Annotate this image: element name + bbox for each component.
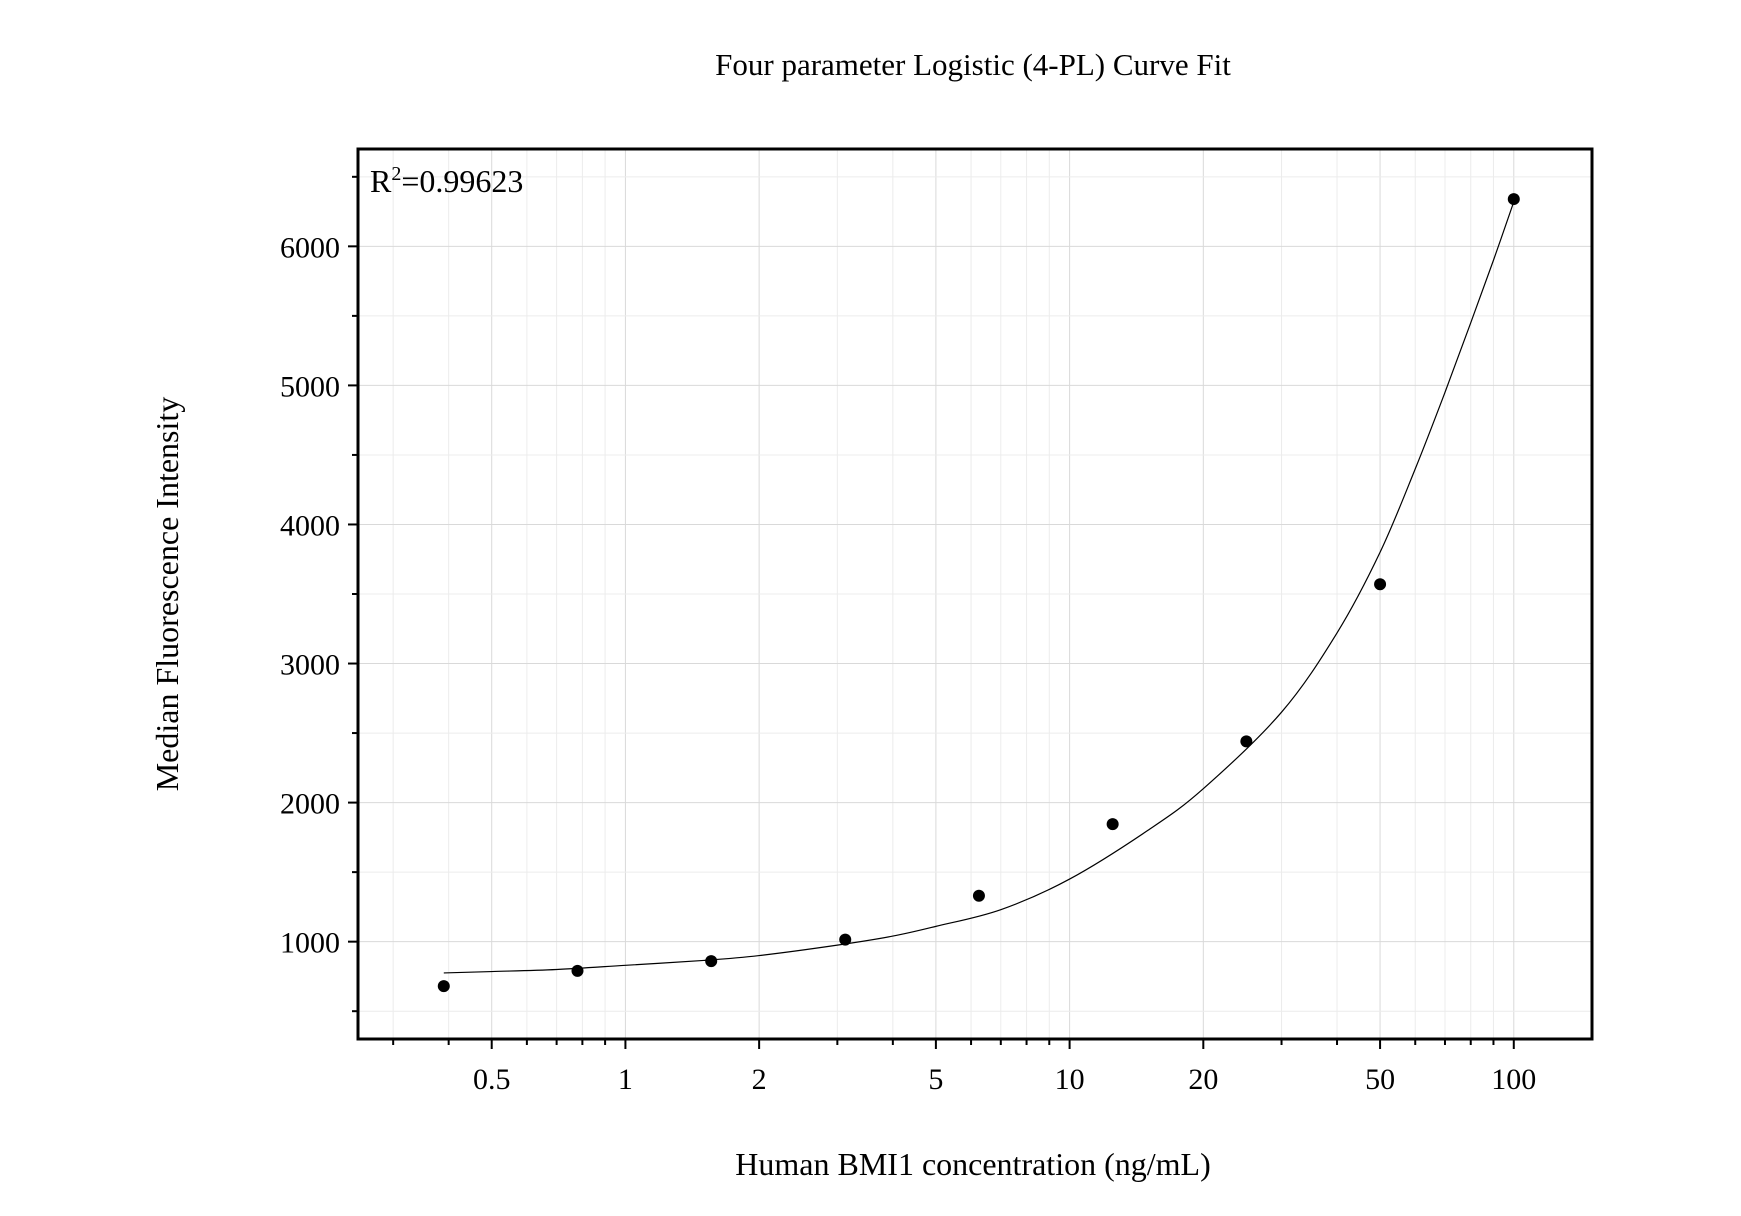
y-axis-label: Median Fluorescence Intensity bbox=[149, 397, 185, 792]
x-tick-label: 100 bbox=[1491, 1063, 1536, 1096]
data-point bbox=[972, 889, 985, 902]
data-point bbox=[571, 964, 584, 977]
plot-area-frame bbox=[356, 147, 1594, 1041]
data-point bbox=[1240, 735, 1253, 748]
axis-ticks: 0.5 1 2 5 10 20 50 100 1000 2000 3000 4000 5000 6000 bbox=[280, 175, 1536, 1096]
data-point bbox=[1374, 578, 1387, 591]
data-point bbox=[1106, 818, 1119, 831]
x-tick-label: 1 bbox=[618, 1063, 633, 1096]
r-squared-base: R bbox=[370, 163, 392, 199]
y-tick-label: 1000 bbox=[280, 927, 340, 960]
x-axis-label: Human BMI1 concentration (ng/mL) bbox=[735, 1146, 1210, 1182]
x-tick-label: 20 bbox=[1188, 1063, 1218, 1096]
x-tick-label: 5 bbox=[928, 1063, 943, 1096]
y-tick-label: 3000 bbox=[280, 649, 340, 682]
x-tick-label: 0.5 bbox=[473, 1063, 511, 1096]
x-tick-label: 2 bbox=[752, 1063, 767, 1096]
x-tick-label: 50 bbox=[1365, 1063, 1395, 1096]
data-point bbox=[839, 933, 852, 946]
r-squared-value: =0.99623 bbox=[401, 163, 523, 199]
grid bbox=[358, 149, 1592, 1039]
data-point bbox=[1507, 193, 1520, 206]
y-tick-label: 6000 bbox=[280, 231, 340, 264]
r-squared-annotation: R2=0.99623 bbox=[370, 163, 523, 199]
r-squared-superscript: 2 bbox=[391, 163, 401, 185]
chart-title: Four parameter Logistic (4-PL) Curve Fit bbox=[715, 47, 1231, 82]
y-tick-label: 4000 bbox=[280, 509, 340, 542]
fit-curve bbox=[443, 201, 1515, 974]
data-points bbox=[437, 193, 1520, 993]
y-tick-label: 2000 bbox=[280, 788, 340, 821]
y-tick-label: 5000 bbox=[280, 370, 340, 403]
data-point bbox=[437, 980, 450, 993]
x-tick-label: 10 bbox=[1055, 1063, 1085, 1096]
data-point bbox=[705, 955, 718, 968]
